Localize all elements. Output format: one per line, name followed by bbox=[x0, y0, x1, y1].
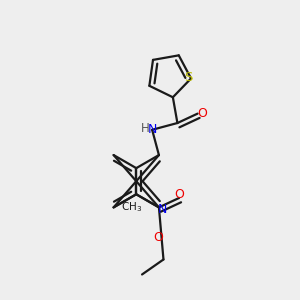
Text: O: O bbox=[198, 106, 208, 119]
Text: O: O bbox=[175, 188, 184, 201]
Text: CH$_3$: CH$_3$ bbox=[121, 200, 142, 214]
Text: N: N bbox=[158, 203, 167, 216]
Text: N: N bbox=[148, 123, 157, 136]
Text: H: H bbox=[141, 122, 150, 135]
Text: S: S bbox=[184, 71, 192, 84]
Text: O: O bbox=[153, 231, 163, 244]
